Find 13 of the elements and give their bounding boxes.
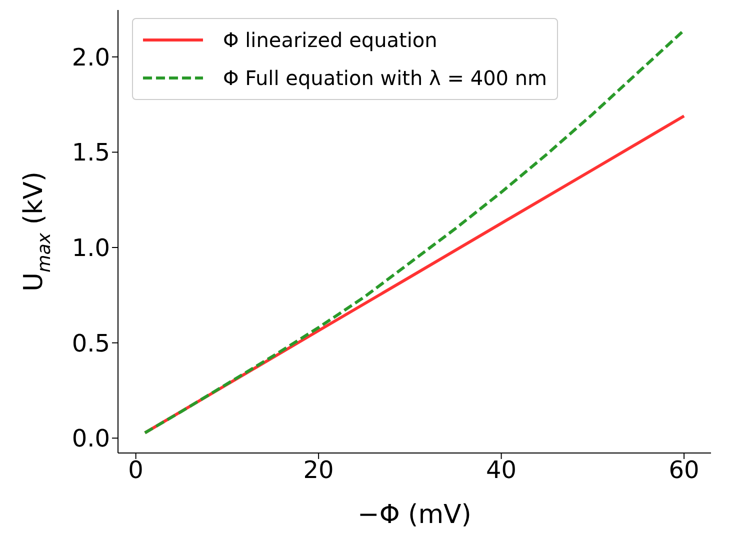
- legend-label: Φ Full equation with λ = 400 nm: [223, 66, 548, 90]
- y-tick-label: 0.5: [72, 329, 110, 358]
- line-series: [143, 28, 686, 434]
- x-tick-label: 0: [128, 456, 144, 484]
- y-tick-label: 1.0: [72, 234, 110, 262]
- legend-label: Φ linearized equation: [223, 28, 438, 52]
- y-tick-label: 2.0: [72, 43, 110, 72]
- y-tick-label: 0.0: [72, 424, 110, 453]
- y-tick-label: 1.5: [72, 138, 110, 167]
- x-tick-label: 40: [486, 456, 517, 484]
- x-tick-label: 20: [303, 456, 334, 484]
- x-axis-title: −Φ (mV): [358, 500, 472, 530]
- x-tick-label: 60: [668, 456, 700, 484]
